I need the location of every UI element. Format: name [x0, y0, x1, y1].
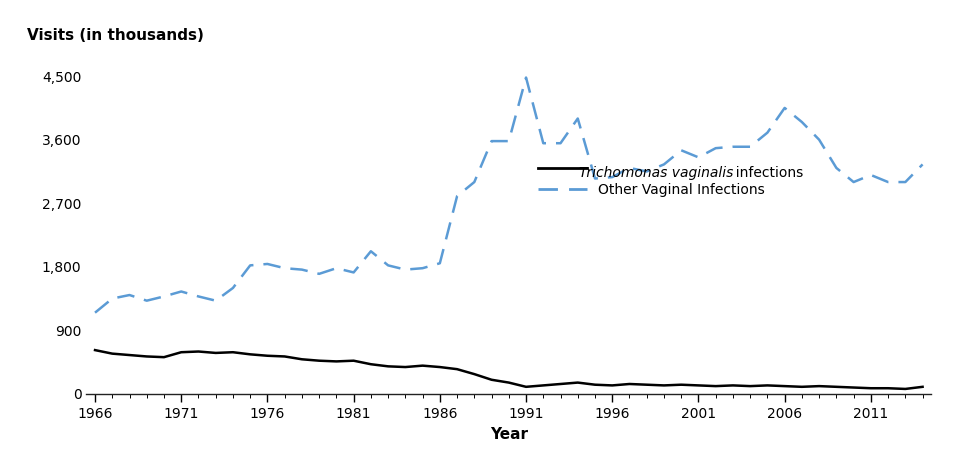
Text: Visits (in thousands): Visits (in thousands) [27, 28, 204, 43]
X-axis label: Year: Year [490, 427, 528, 442]
Text: infections: infections [733, 166, 804, 180]
Text: Trichomonas vaginalis: Trichomonas vaginalis [579, 166, 733, 180]
Legend: Trichomonas vaginalis infections, Other Vaginal Infections: Trichomonas vaginalis infections, Other … [533, 157, 829, 203]
